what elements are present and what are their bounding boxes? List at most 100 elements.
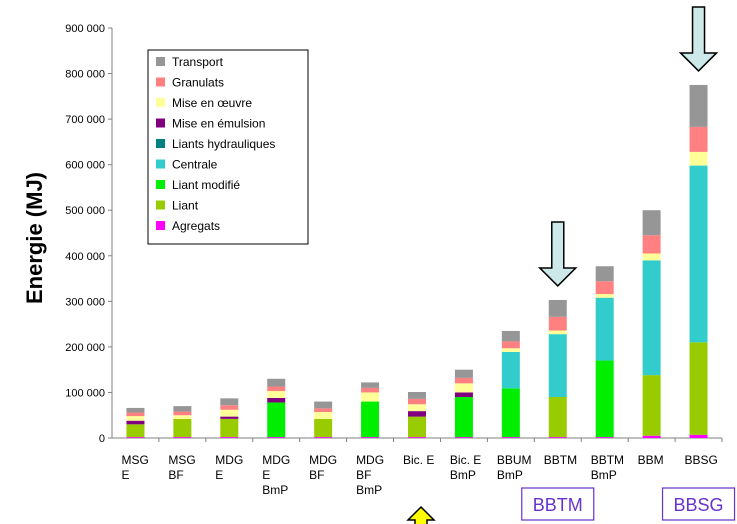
annotations: BBTM BBSG: [406, 6, 736, 524]
bar-segment: [361, 382, 380, 388]
bar-segment: [220, 418, 239, 438]
bar-segment: [314, 418, 333, 438]
bar-segment: [501, 348, 520, 352]
bar-segment: [595, 360, 614, 438]
bar-segment: [408, 416, 426, 438]
bar-segment: [501, 351, 520, 389]
legend-box: [147, 49, 309, 245]
x-category-label: BBSG: [685, 453, 718, 467]
boxed-label: [521, 487, 595, 521]
bar-segment: [548, 397, 567, 438]
bar-segment: [548, 299, 567, 317]
bar-segment: [454, 392, 473, 397]
bar-segment: [689, 84, 708, 127]
up-arrow-marker: [406, 505, 436, 524]
bar-segment: [220, 409, 239, 417]
bar-segment: [408, 411, 426, 417]
x-category-label: Bic. E BmP: [450, 453, 481, 482]
legend-swatch: [156, 77, 165, 87]
legend-swatch: [156, 57, 165, 66]
bar-segment: [595, 297, 614, 361]
x-category-label: MSG E: [121, 453, 148, 482]
boxed-label: [661, 487, 736, 521]
bar-segment: [689, 151, 708, 166]
bar-segment: [267, 378, 286, 387]
bar-segment: [173, 406, 192, 412]
bar-segment: [126, 420, 145, 425]
legend-swatch: [156, 200, 165, 210]
legend-label: Mise en œuvre: [172, 96, 252, 110]
legend-label: Centrale: [172, 158, 218, 172]
y-tick-label: 500 000: [65, 205, 105, 217]
bar-segment: [642, 235, 661, 254]
bar-segment: [220, 437, 239, 438]
boxed-label-text: BBSG: [674, 495, 724, 515]
bar-segment: [314, 412, 333, 419]
legend-label: Agregats: [172, 219, 220, 233]
bar-segment: [314, 437, 333, 438]
bar-segment: [173, 411, 192, 416]
bar-segment: [642, 260, 661, 376]
legend-label: Liant: [172, 199, 199, 213]
bar-segment: [408, 391, 426, 399]
bar-segment: [454, 397, 473, 438]
legend-swatch: [156, 139, 165, 148]
x-category-label: MSG BF: [168, 453, 195, 482]
y-tick-label: 600 000: [65, 160, 105, 172]
bar-segment: [642, 375, 661, 436]
bar-segment: [408, 398, 426, 405]
down-arrow-marker: [678, 6, 719, 73]
bar-segment: [126, 407, 145, 413]
legend-swatch: [156, 159, 165, 169]
y-tick-label: 100 000: [65, 387, 105, 399]
bar-segment: [595, 294, 614, 298]
x-category-label: BBM: [638, 453, 664, 467]
x-category-label: MDG BF: [309, 453, 337, 482]
bar-segment: [689, 126, 708, 152]
x-category-label: MDG BF BmP: [356, 453, 384, 497]
legend-swatch: [156, 118, 165, 128]
bar-segment: [173, 418, 192, 438]
bar-segment: [595, 266, 614, 282]
legend-swatch: [156, 180, 165, 189]
bar-segment: [220, 416, 239, 419]
y-tick-label: 200 000: [65, 342, 105, 354]
x-category-label: Bic. E: [403, 453, 434, 467]
bar-segment: [548, 330, 567, 335]
bar-segment: [267, 402, 286, 438]
down-arrow-marker: [537, 221, 578, 288]
bar-segment: [454, 369, 473, 378]
x-category-label: MDG E: [215, 453, 243, 482]
bar-segment: [501, 437, 520, 438]
bar-segment: [501, 341, 520, 349]
legend-label: Mise en émulsion: [172, 117, 265, 131]
bar-segment: [314, 401, 333, 409]
bar-segment: [548, 334, 567, 397]
legend-label: Transport: [172, 55, 224, 69]
boxed-label-text: BBTM: [533, 495, 583, 515]
bar-segment: [361, 387, 380, 393]
bar-segment: [361, 401, 380, 438]
bar-segment: [689, 165, 708, 343]
bar-segment: [595, 437, 614, 438]
bar-segment: [126, 424, 145, 438]
bar-segment: [220, 405, 239, 410]
legend: Transport Granulats Mise en œuvre Mise en é…: [147, 49, 309, 245]
x-category-label: BBUM BmP: [497, 453, 532, 482]
y-tick-label: 900 000: [65, 23, 105, 35]
y-tick-label: 400 000: [65, 251, 105, 263]
x-category-label: MDG E BmP: [262, 453, 290, 497]
bar-segment: [126, 416, 145, 421]
bar-segment: [548, 316, 567, 331]
bar-segment: [548, 437, 567, 438]
bar-segment: [173, 437, 192, 438]
legend-swatch: [156, 98, 165, 107]
bar-segment: [173, 415, 192, 419]
legend-label: Liant modifié: [172, 178, 240, 192]
bar-segment: [689, 342, 708, 435]
bar-segment: [454, 383, 473, 393]
bar-segment: [361, 437, 380, 438]
y-tick-label: 300 000: [65, 296, 105, 308]
y-axis-tick-labels: 0 100 000 200 000 300 000 400 000 500 000 600 …: [65, 23, 105, 445]
